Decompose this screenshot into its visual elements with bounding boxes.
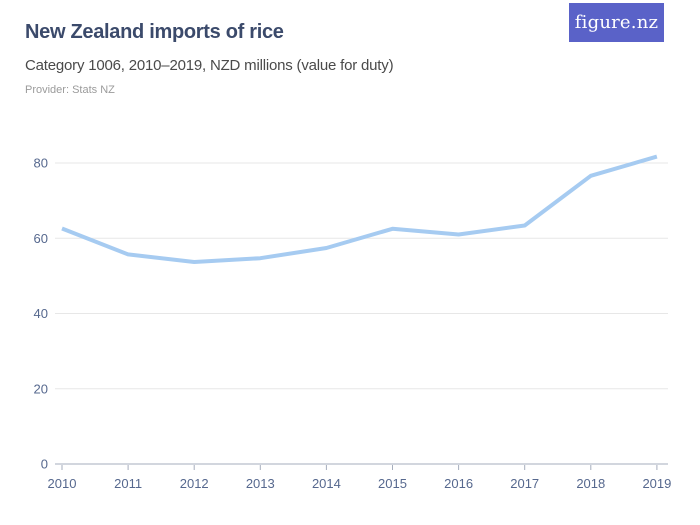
- y-axis-tick-label: 0: [41, 457, 48, 472]
- data-line-series: [61, 154, 658, 264]
- x-axis-tick-label: 2018: [576, 476, 605, 491]
- x-axis-tick-label: 2011: [114, 476, 142, 491]
- figurenz-logo-text: figure.nz: [574, 12, 659, 33]
- chart-title: New Zealand imports of rice: [25, 21, 284, 43]
- x-axis-tick-label: 2016: [444, 476, 473, 491]
- x-axis-tick-label: 2015: [378, 476, 407, 491]
- y-axis-tick-label: 20: [34, 381, 48, 396]
- figurenz-logo[interactable]: figure.nz: [569, 3, 664, 42]
- x-axis-tick-label: 2019: [642, 476, 671, 491]
- chart-subtitle: Category 1006, 2010–2019, NZD millions (…: [25, 57, 394, 74]
- y-axis-tick-label: 80: [34, 156, 48, 171]
- x-axis-tick-label: 2017: [510, 476, 539, 491]
- chart-provider-label: Provider: Stats NZ: [25, 84, 115, 96]
- y-axis-tick-label: 60: [34, 231, 48, 246]
- x-axis-tick-label: 2012: [180, 476, 209, 491]
- x-axis-tick-label: 2010: [48, 476, 77, 491]
- chart-header: New Zealand imports of rice Category 100…: [0, 0, 700, 110]
- x-axis-tick-label: 2013: [246, 476, 275, 491]
- x-axis-tick-label: 2014: [312, 476, 341, 491]
- y-axis-tick-label: 40: [34, 306, 48, 321]
